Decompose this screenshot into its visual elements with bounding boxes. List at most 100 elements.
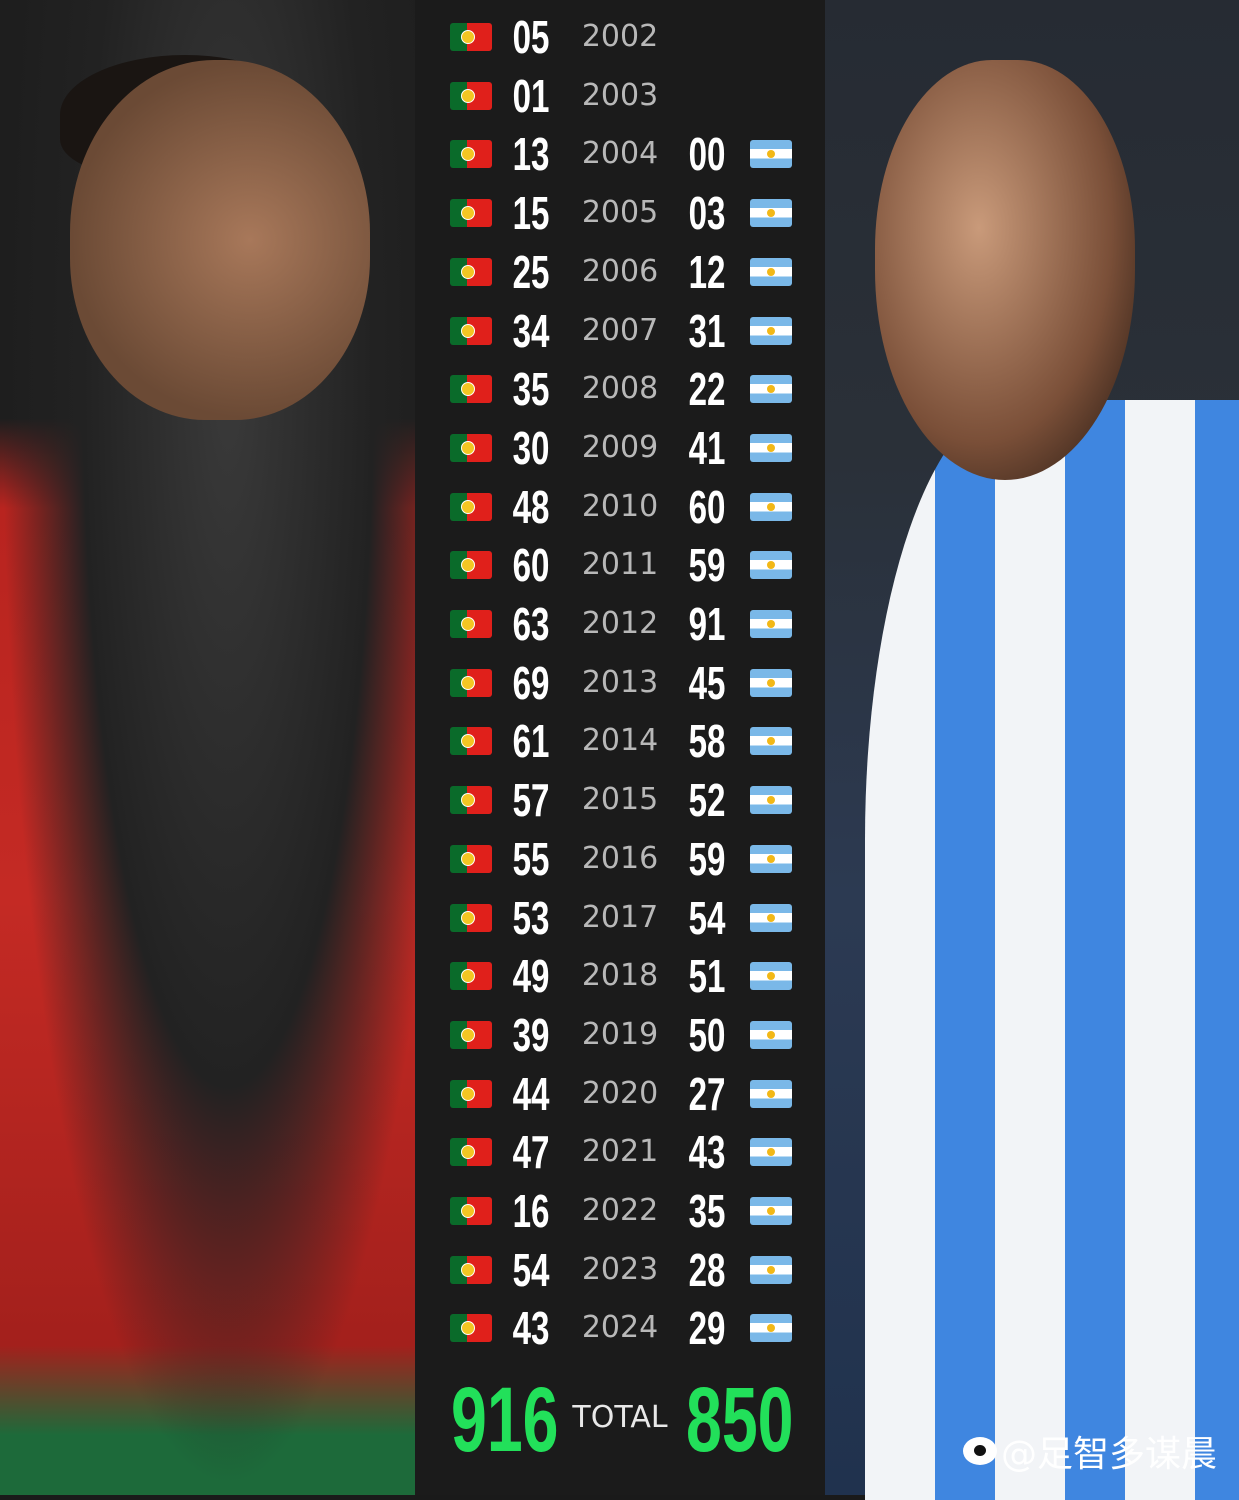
portugal-player-photo [0,0,415,1495]
argentina-goals: 59 [688,539,726,592]
argentina-goals: 29 [688,1302,726,1355]
argentina-flag-icon [750,1314,792,1343]
table-row: 44 2020 27 [415,1069,825,1127]
argentina-goals: 59 [688,832,726,885]
table-row: 01 2003 [415,71,825,129]
table-row: 43 2024 29 [415,1303,825,1361]
portugal-goals: 39 [512,1008,550,1061]
argentina-goals: 91 [688,598,726,650]
argentina-goals: 45 [688,656,726,709]
argentina-flag-icon [750,1138,792,1167]
argentina-flag-icon [750,1020,792,1049]
argentina-goals: 52 [688,774,726,827]
argentina-flag-icon [750,962,792,991]
year-label: 2004 [581,136,659,172]
portugal-goals: 54 [512,1243,550,1296]
portugal-flag-icon [450,433,492,462]
table-row: 54 2023 28 [415,1245,825,1303]
table-row: 61 2014 58 [415,716,825,774]
portugal-flag-icon [450,786,492,815]
portugal-flag-icon [450,375,492,404]
argentina-flag-icon [750,786,792,815]
year-label: 2009 [581,429,659,465]
table-row: 34 2007 31 [415,306,825,364]
portugal-goals: 34 [512,304,550,357]
total-argentina: 850 [686,1369,794,1471]
argentina-goals: 41 [688,421,726,474]
portugal-goals: 69 [512,656,550,709]
table-row: 60 2011 59 [415,540,825,598]
year-label: 2013 [581,664,659,700]
argentina-goals: 03 [688,187,726,240]
argentina-goals: 28 [688,1243,726,1296]
table-row: 39 2019 50 [415,1010,825,1068]
portugal-flag-icon [450,844,492,873]
portugal-goals: 35 [512,363,550,416]
year-label: 2020 [581,1075,659,1111]
argentina-flag-icon [750,199,792,228]
portugal-goals: 63 [512,598,550,650]
table-row: 47 2021 43 [415,1127,825,1185]
argentina-flag-icon [750,140,792,169]
total-label: TOTAL [572,1400,668,1435]
table-row: 63 2012 91 [415,599,825,657]
portugal-goals: 16 [512,1185,550,1237]
portugal-goals: 53 [512,891,550,944]
argentina-goals: 31 [688,304,726,357]
argentina-flag-icon [750,1255,792,1284]
year-label: 2002 [581,19,659,54]
portugal-goals: 47 [512,1126,550,1179]
portugal-flag-icon [450,1079,492,1108]
year-label: 2023 [581,1251,659,1287]
portugal-flag-icon [450,257,492,286]
year-label: 2006 [581,253,659,289]
year-label: 2012 [581,606,659,641]
portugal-goals: 44 [512,1067,550,1120]
portugal-flag-icon [450,668,492,697]
argentina-goals: 51 [688,950,726,1003]
argentina-flag-icon [750,492,792,521]
argentina-goals: 35 [688,1185,726,1237]
year-label: 2014 [581,723,659,759]
portugal-flag-icon [450,81,492,110]
portugal-flag-icon [450,1020,492,1049]
portugal-flag-icon [450,962,492,991]
argentina-goals: 43 [688,1126,726,1179]
argentina-goals: 00 [688,128,726,181]
argentina-goals: 22 [688,363,726,416]
year-label: 2008 [581,371,659,407]
year-label: 2018 [581,958,659,994]
portugal-goals: 43 [512,1302,550,1355]
watermark-text: @足智多谋晨 [1000,1434,1217,1475]
portugal-goals: 61 [512,715,550,768]
argentina-flag-icon [750,1197,792,1225]
argentina-flag-icon [750,903,792,932]
portugal-flag-icon [450,492,492,521]
argentina-flag-icon [750,375,792,404]
table-row: 16 2022 35 [415,1186,825,1244]
goals-table: 916 TOTAL 850 05 2002 01 2003 13 2004 00 15 2005… [415,0,825,1495]
argentina-flag-icon [750,433,792,462]
table-row: 25 2006 12 [415,247,825,305]
argentina-flag-icon [750,668,792,697]
table-row: 13 2004 00 [415,129,825,187]
portugal-goals: 57 [512,774,550,827]
argentina-flag-icon [750,257,792,286]
portugal-goals: 48 [512,480,550,533]
year-label: 2007 [581,312,659,348]
portugal-flag-icon [450,903,492,932]
year-label: 2021 [581,1134,659,1170]
year-label: 2010 [581,488,659,524]
table-row: 53 2017 54 [415,893,825,951]
table-row: 05 2002 [415,12,825,70]
portugal-flag-icon [450,23,492,51]
year-label: 2019 [581,1016,659,1052]
argentina-goals: 12 [688,245,726,298]
year-label: 2003 [581,77,659,113]
portugal-goals: 13 [512,128,550,181]
argentina-goals: 54 [688,891,726,944]
weibo-icon [962,1437,997,1465]
portugal-flag-icon [450,140,492,169]
argentina-flag-icon [750,844,792,873]
year-label: 2005 [581,195,659,231]
